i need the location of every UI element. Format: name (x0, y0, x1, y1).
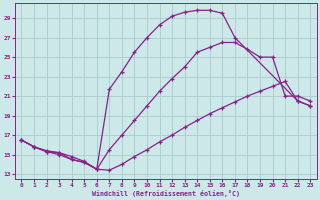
X-axis label: Windchill (Refroidissement éolien,°C): Windchill (Refroidissement éolien,°C) (92, 190, 240, 197)
